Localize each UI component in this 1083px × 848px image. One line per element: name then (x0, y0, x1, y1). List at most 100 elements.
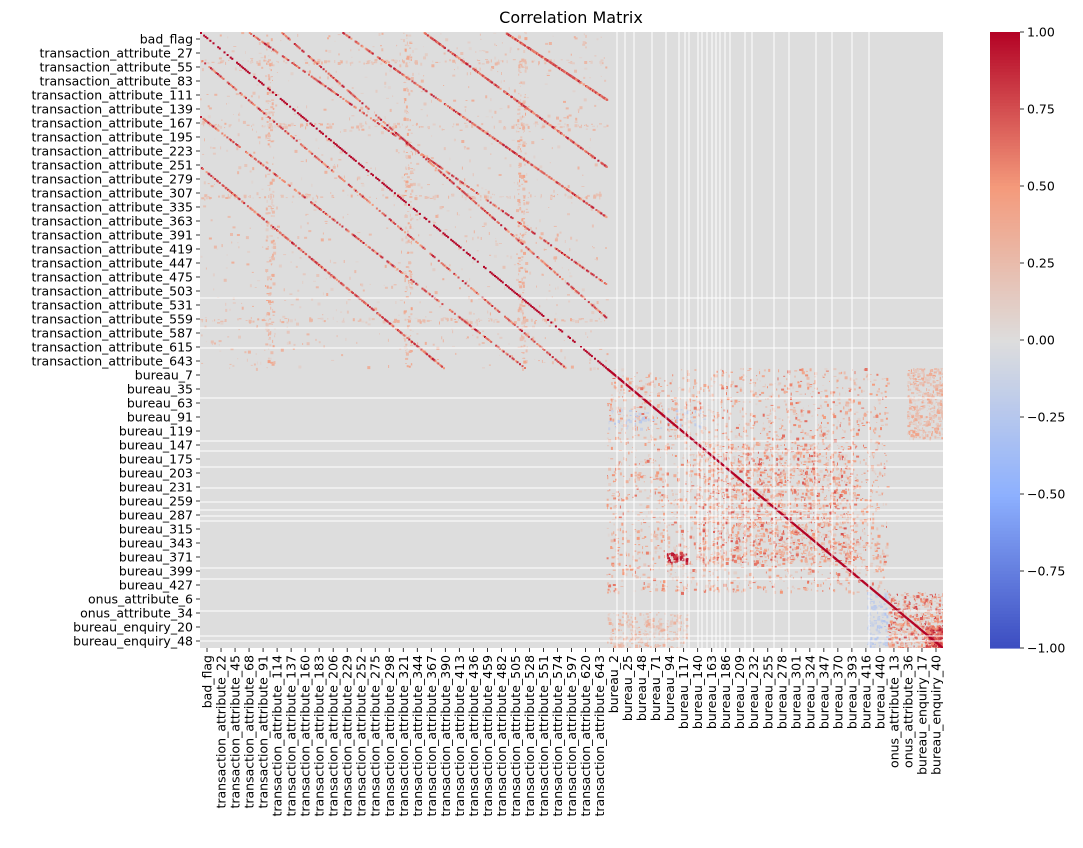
heatmap-cell-enquiry (909, 632, 910, 636)
heatmap-cell-bureau (828, 429, 830, 433)
heatmap-cell-bureau-core (782, 503, 785, 506)
heatmap-cell-enquiry (920, 593, 922, 595)
heatmap-cell-bureau (775, 434, 778, 437)
heatmap-cell-bureau (694, 379, 696, 383)
heatmap-cell-bureau (709, 545, 713, 547)
heatmap-cell-bureau (844, 376, 848, 380)
heatmap-cell-bureau-core (797, 451, 800, 454)
heatmap-cell-bureau (822, 519, 824, 521)
heatmap-cell-bureau (774, 565, 777, 568)
heatmap-cell-bureau-core (704, 480, 708, 484)
heatmap-cell-bureau (882, 549, 884, 553)
heatmap-cell-bureau (759, 371, 761, 375)
heatmap-cell-bureau (745, 574, 748, 578)
heatmap-cell-enquiry-core (932, 626, 936, 630)
heatmap-cell-bureau (637, 514, 641, 517)
heatmap-cell-bureau-core (846, 481, 848, 483)
heatmap-cell-bureau-core (741, 489, 743, 493)
heatmap-cell-bureau (814, 435, 817, 437)
heatmap-cell-bureau (823, 505, 827, 507)
heatmap-cell-bureau (793, 587, 795, 589)
heatmap-cell-bureau (881, 552, 885, 555)
heatmap-cell-bureau (715, 370, 718, 373)
heatmap-cell-bureau (857, 545, 860, 547)
heatmap-cell-bureau (634, 480, 637, 483)
heatmap-cell-bureau-core (771, 454, 773, 456)
heatmap-cell-bureau (772, 529, 775, 531)
heatmap-cell-bureau-core (808, 512, 812, 514)
heatmap-cell-bureau (811, 556, 815, 558)
heatmap-cell-bureau-core (699, 488, 701, 492)
heatmap-cell-bureau-core (749, 477, 751, 480)
heatmap-cell-bureau (755, 382, 757, 384)
heatmap-cell-bureau (644, 391, 648, 394)
heatmap-cell-bureau (703, 590, 707, 592)
heatmap-cell-bureau (772, 537, 774, 541)
heatmap-cell-bureau (845, 488, 847, 491)
heatmap-cell-bureau (851, 542, 855, 545)
heatmap-cell-bureau (832, 424, 835, 427)
heatmap-cell-bureau-core (715, 557, 719, 561)
heatmap-cell-bureau (677, 472, 680, 474)
heatmap-cell-bureau (671, 524, 675, 526)
heatmap-cell-bureau (790, 392, 792, 396)
heatmap-cell-bureau (858, 425, 860, 428)
heatmap-cell-bureau-core (731, 447, 733, 450)
heatmap-cell-bureau (801, 535, 803, 539)
heatmap-cell-bureau (813, 563, 815, 565)
heatmap-cell-bureau (849, 388, 853, 390)
heatmap-cell-bureau-core (778, 551, 782, 554)
heatmap-cell-bureau-core (757, 561, 759, 564)
heatmap-cell-enquiry-core (928, 626, 930, 628)
heatmap-cell-bureau-core (730, 462, 732, 465)
heatmap-cell-bureau (756, 470, 758, 473)
heatmap-cell-bureau (783, 390, 786, 394)
heatmap-cell-bureau (778, 369, 780, 373)
heatmap-cell-bureau-core (790, 552, 792, 554)
heatmap-cell-bureau (770, 404, 774, 406)
heatmap-cell-bureau-core (764, 484, 768, 487)
heatmap-cell-bureau (713, 544, 716, 548)
heatmap-cell-bureau-core (803, 478, 806, 480)
heatmap-cell-bureau (720, 530, 723, 534)
heatmap-cell-bureau (866, 506, 868, 509)
heatmap-cell-bureau (886, 460, 888, 463)
heatmap-cell-bureau-core (702, 478, 705, 479)
heatmap-cell-enquiry (896, 625, 900, 627)
heatmap-cell-cross (941, 428, 943, 430)
heatmap-cell-bureau (630, 395, 633, 397)
heatmap-cell-bureau-core (792, 541, 793, 544)
heatmap-cell-bureau (642, 586, 645, 590)
heatmap-cell-bureau (657, 448, 660, 452)
heatmap-cell-bureau-core (804, 526, 808, 530)
heatmap-cell-bureau (775, 525, 779, 529)
heatmap-cell-bureau-core (731, 531, 734, 534)
heatmap-cell-bureau (785, 574, 787, 578)
heatmap-cell-cross (911, 408, 913, 410)
heatmap-cell-bureau (655, 460, 657, 462)
heatmap-cell-enquiry (916, 617, 920, 621)
heatmap-cell-enquiry-core (934, 636, 937, 640)
heatmap-cell-bureau (742, 452, 745, 455)
heatmap-cell-bureau (844, 454, 848, 458)
heatmap-cell-bureau-core (730, 537, 734, 539)
heatmap-cell-enquiry (900, 610, 902, 613)
heatmap-cell-bureau-core (758, 542, 761, 545)
heatmap-cell-bureau-core (813, 555, 816, 558)
heatmap-cell-bureau-core (783, 540, 785, 542)
heatmap-cell-bureau-core (796, 454, 800, 455)
heatmap-cell-bureau (713, 472, 714, 474)
heatmap-cell-bureau (881, 492, 884, 494)
heatmap-cell-bureau-core (770, 552, 774, 555)
heatmap-cell-bureau (883, 559, 885, 561)
heatmap-cell-bureau (740, 490, 742, 493)
heatmap-cell-enquiry (889, 629, 893, 631)
heatmap-cell-bureau (639, 503, 643, 506)
heatmap-cell-enquiry (888, 624, 891, 628)
heatmap-cell-bureau (792, 470, 795, 473)
heatmap-cell-bureau (691, 563, 693, 565)
heatmap-cell-enquiry (938, 613, 941, 615)
heatmap-cell-bureau (803, 552, 807, 554)
heatmap-cell-bureau (638, 419, 641, 421)
heatmap-cell-bureau-core (803, 503, 807, 505)
